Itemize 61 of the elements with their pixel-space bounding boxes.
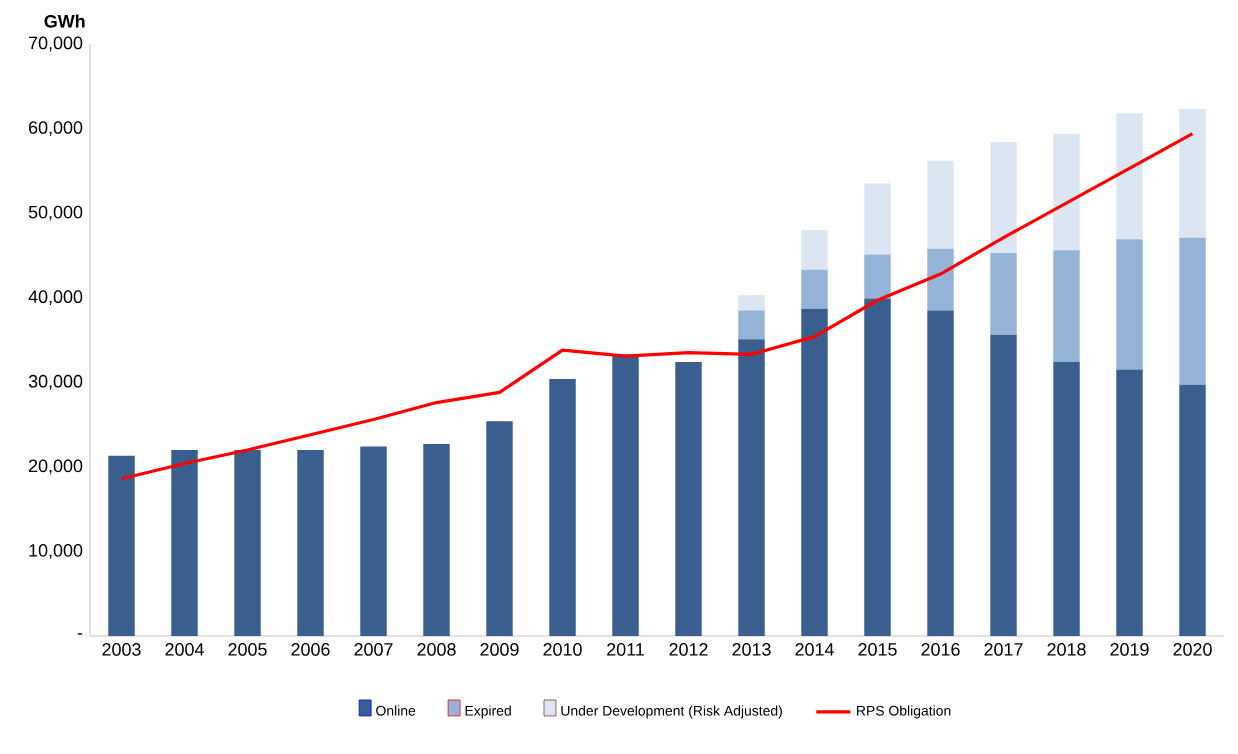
y-axis-title: GWh (44, 14, 85, 28)
bar (108, 455, 135, 636)
bar (738, 339, 765, 636)
bar (990, 252, 1017, 335)
x-tick-label: 2004 (165, 643, 204, 656)
bar (801, 269, 828, 309)
x-tick-label: 2017 (984, 643, 1023, 656)
y-tick-label: - (77, 633, 83, 635)
bar (864, 183, 891, 255)
bar (1116, 113, 1143, 240)
bar (927, 310, 954, 636)
bar (234, 449, 261, 636)
bar (1179, 384, 1206, 636)
y-tick-label: 70,000 (29, 36, 83, 52)
bar (675, 361, 702, 636)
bar (864, 254, 891, 299)
bar (171, 449, 198, 636)
y-tick-label: 10,000 (29, 544, 83, 559)
bar (1116, 369, 1143, 636)
x-tick-label: 2013 (732, 643, 771, 656)
x-tick-label: 2019 (1110, 643, 1149, 656)
bar (738, 310, 765, 340)
x-tick-label: 2006 (291, 643, 330, 656)
bar (1179, 237, 1206, 385)
bar (423, 444, 450, 636)
y-tick-label: 20,000 (29, 459, 83, 475)
y-tick-label: 40,000 (28, 290, 83, 306)
bar (1116, 239, 1143, 370)
bar (990, 334, 1017, 636)
bar (1053, 133, 1080, 251)
x-tick-label: 2010 (543, 643, 582, 656)
bar (738, 295, 765, 311)
bar (1053, 361, 1080, 636)
bar (486, 421, 513, 636)
bar (612, 354, 639, 636)
bar (1179, 109, 1206, 238)
bar (864, 298, 891, 636)
y-tick-label: 50,000 (28, 205, 83, 221)
bar (927, 160, 954, 249)
bar (360, 446, 387, 636)
bar (801, 308, 828, 636)
x-tick-label: 2007 (354, 643, 393, 656)
x-tick-label: 2008 (417, 643, 456, 656)
y-tick-label: 30,000 (28, 374, 83, 390)
y-tick-label: 60,000 (29, 121, 83, 136)
x-tick-label: 2012 (669, 643, 708, 656)
x-tick-label: 2015 (858, 643, 897, 656)
x-tick-label: 2020 (1173, 643, 1212, 656)
x-tick-label: 2003 (102, 643, 141, 656)
x-tick-label: 2016 (921, 643, 960, 656)
bar (927, 248, 954, 311)
x-tick-label: 2009 (480, 643, 519, 656)
bar (801, 230, 828, 270)
x-tick-label: 2005 (228, 643, 267, 656)
x-tick-label: 2011 (607, 643, 644, 656)
bar (297, 449, 324, 636)
bar (1053, 250, 1080, 362)
bar (990, 142, 1017, 253)
x-tick-label: 2014 (795, 643, 834, 656)
x-tick-label: 2018 (1047, 643, 1086, 656)
bar (549, 378, 576, 636)
